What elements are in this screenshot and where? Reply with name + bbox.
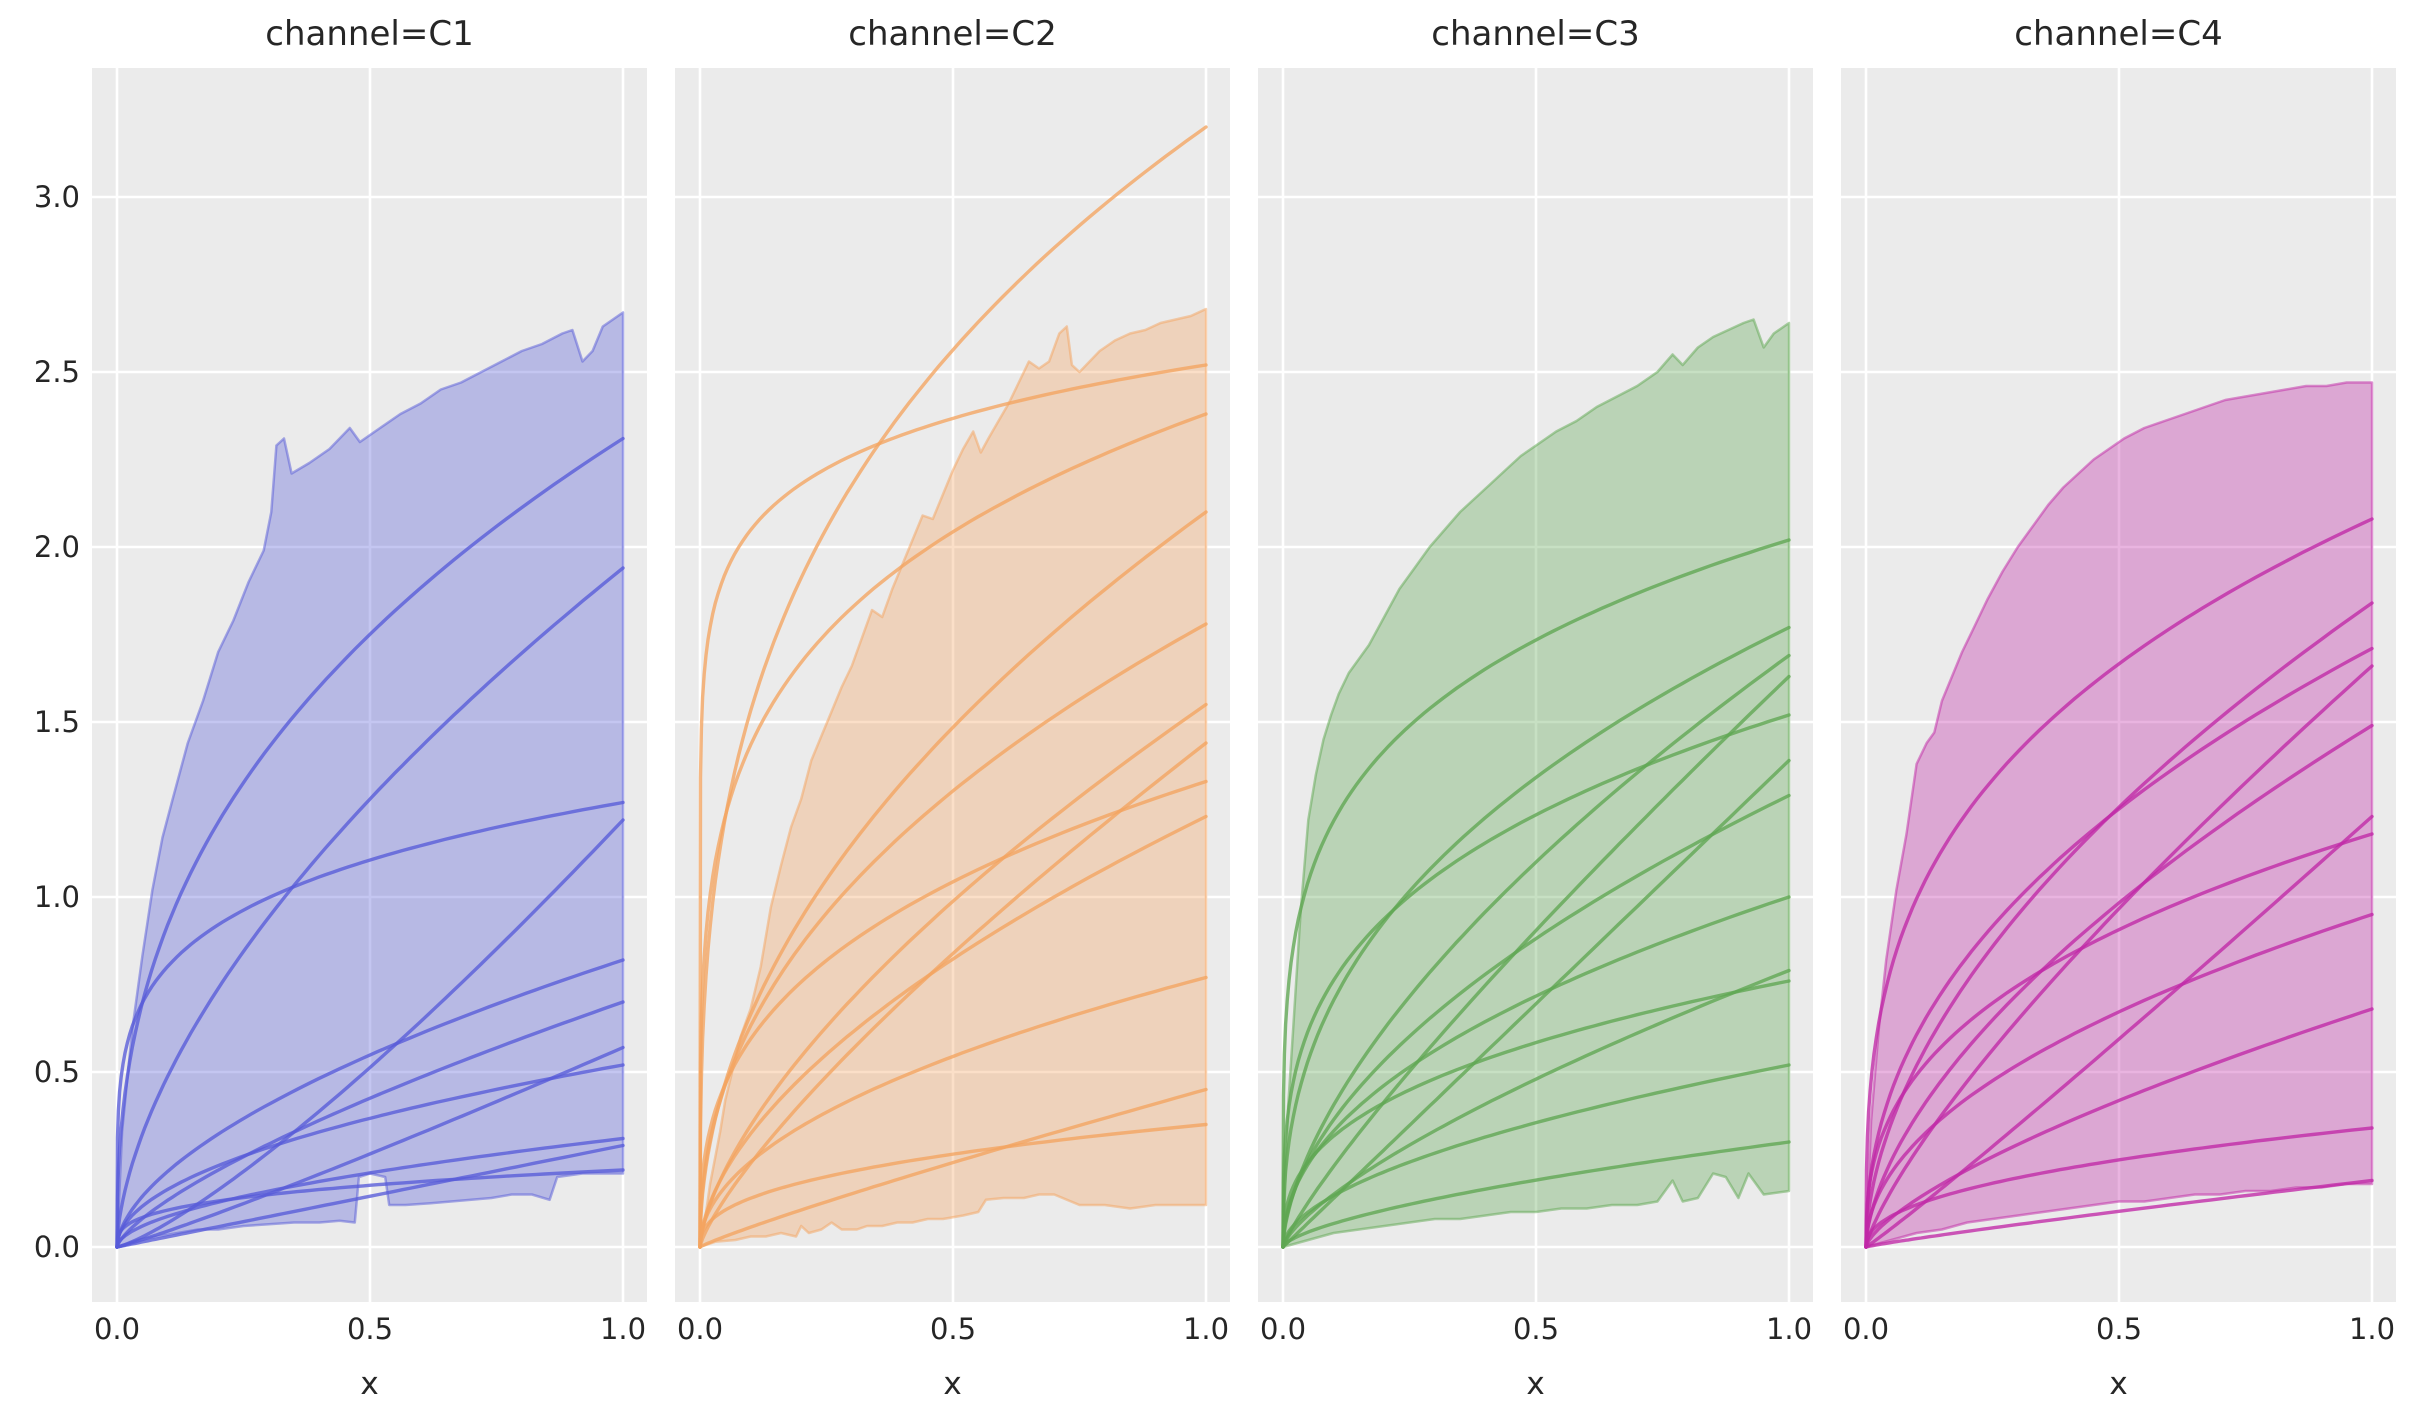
- curve-4-6: [1864, 814, 2374, 1249]
- curve-2-10: [698, 975, 1208, 1249]
- curve-2-9: [698, 814, 1208, 1249]
- curve-2-7: [698, 741, 1208, 1249]
- curve-3-12: [1281, 1140, 1791, 1249]
- curve-4-11: [1864, 1178, 2374, 1249]
- curve-3-4: [1281, 674, 1791, 1249]
- curve-2-8: [698, 779, 1208, 1249]
- curve-1-5: [115, 958, 625, 1249]
- curve-3-2: [1281, 625, 1791, 1249]
- x-tick-label: 0.0: [1259, 1312, 1307, 1346]
- y-tick-label: 0.5: [33, 1055, 80, 1089]
- x-axis-label: x: [943, 1366, 962, 1402]
- curve-4-8: [1864, 912, 2374, 1249]
- x-tick-label: 0.5: [1512, 1312, 1560, 1346]
- y-tick-label: 0.0: [33, 1230, 80, 1264]
- curve-1-1: [115, 436, 625, 1249]
- curve-4-10: [1864, 1126, 2374, 1249]
- x-tick-label: 0.0: [1842, 1312, 1890, 1346]
- y-tick-label: 2.5: [33, 355, 80, 389]
- curve-2-12: [698, 1122, 1208, 1249]
- curve-2-2: [698, 363, 1208, 1249]
- curve-3-11: [1281, 1063, 1791, 1249]
- curve-4-1: [1864, 517, 2374, 1249]
- curve-4-7: [1864, 832, 2374, 1249]
- curve-4-4: [1864, 664, 2374, 1249]
- curve-4-5: [1864, 723, 2374, 1249]
- curve-4-3: [1864, 646, 2374, 1249]
- curve-3-7: [1281, 793, 1791, 1249]
- y-tick-label: 3.0: [33, 180, 80, 214]
- x-axis-label: x: [1526, 1366, 1545, 1402]
- envelope-band-4: [1864, 381, 2374, 1249]
- x-tick-label: 1.0: [599, 1312, 647, 1346]
- envelope-band-1: [115, 311, 625, 1249]
- x-tick-label: 0.0: [676, 1312, 724, 1346]
- curve-2-11: [698, 1087, 1208, 1249]
- x-tick-label: 1.0: [1182, 1312, 1230, 1346]
- x-tick-label: 0.5: [2095, 1312, 2143, 1346]
- curve-1-9: [115, 1136, 625, 1249]
- x-axis-label: x: [360, 1366, 379, 1402]
- curve-1-2: [115, 566, 625, 1249]
- y-tick-label: 2.0: [33, 530, 80, 564]
- curve-1-3: [115, 800, 625, 1249]
- curve-1-4: [115, 818, 625, 1249]
- curve-1-11: [115, 1168, 625, 1249]
- curve-3-1: [1281, 538, 1791, 1249]
- x-axis-label: x: [2109, 1366, 2128, 1402]
- facet-title-4: channel=C4: [2014, 14, 2223, 54]
- curve-3-3: [1281, 653, 1791, 1249]
- facet-title-3: channel=C3: [1431, 14, 1640, 54]
- y-tick-label: 1.0: [33, 880, 80, 914]
- curve-4-2: [1864, 601, 2374, 1249]
- x-tick-label: 0.5: [929, 1312, 977, 1346]
- facet-title-2: channel=C2: [848, 14, 1057, 54]
- curve-1-8: [115, 1063, 625, 1249]
- x-tick-label: 0.0: [93, 1312, 141, 1346]
- curve-3-5: [1281, 713, 1791, 1249]
- y-tick-label: 1.5: [33, 705, 80, 739]
- envelope-band-3: [1281, 318, 1791, 1249]
- curve-3-6: [1281, 758, 1791, 1249]
- x-tick-label: 0.5: [346, 1312, 394, 1346]
- curve-3-10: [1281, 979, 1791, 1249]
- curve-3-9: [1281, 968, 1791, 1249]
- x-tick-label: 1.0: [1765, 1312, 1813, 1346]
- curve-2-3: [698, 412, 1208, 1249]
- facet-title-1: channel=C1: [265, 14, 474, 54]
- x-tick-label: 1.0: [2348, 1312, 2396, 1346]
- curve-1-10: [115, 1143, 625, 1249]
